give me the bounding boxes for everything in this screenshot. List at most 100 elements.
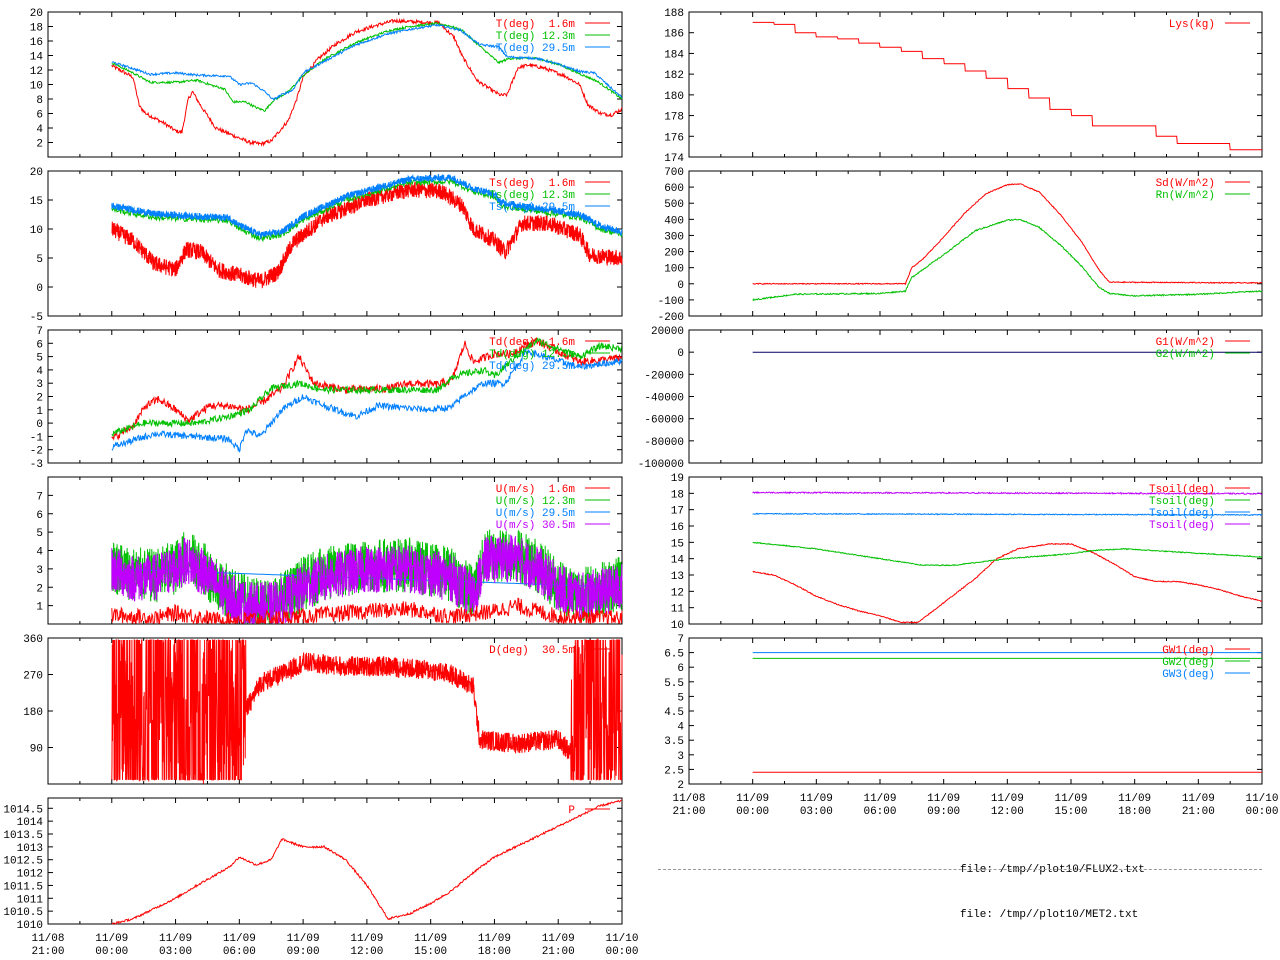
y-tick-label: 1012 [17, 869, 43, 881]
legend-label: G2(W/m^2) [1156, 349, 1215, 361]
y-tick-label: -200 [658, 312, 684, 324]
series-line-2 [111, 173, 623, 241]
y-tick-label: 200 [664, 248, 684, 260]
legend-label: Tsoil(deg) [1149, 508, 1215, 520]
x-tick-label-date: 11/08 [31, 933, 64, 945]
x-tick-label-time: 18:00 [478, 946, 511, 958]
x-tick-label-date: 11/09 [223, 933, 256, 945]
y-tick-label: 2.5 [664, 765, 684, 777]
y-tick-label: 184 [664, 49, 684, 61]
y-tick-label: 176 [664, 132, 684, 144]
legend-label: GW3(deg) [1162, 669, 1215, 681]
y-tick-label: 400 [664, 215, 684, 227]
y-tick-label: 15 [30, 196, 43, 208]
x-tick-label-date: 11/09 [863, 793, 896, 805]
y-tick-label: 3 [677, 751, 684, 763]
x-tick-label-time: 03:00 [159, 946, 192, 958]
y-tick-label: -1 [30, 432, 44, 444]
y-tick-label: 90 [30, 744, 43, 756]
y-tick-label: 1010 [17, 920, 43, 932]
x-tick-label-date: 11/08 [672, 793, 705, 805]
x-tick-label-time: 21:00 [1182, 806, 1215, 818]
y-tick-label: 188 [664, 8, 684, 20]
y-tick-label: 10 [671, 620, 684, 632]
y-tick-label: 12 [30, 66, 43, 78]
y-tick-label: 1012.5 [3, 856, 43, 868]
x-tick-label-date: 11/09 [542, 933, 575, 945]
legend-label: T(deg) 1.6m [496, 19, 576, 31]
panel-groundwater-temperature: 2 2.5 3 3.5 4 4.5 5 5.5 6 6.5 7 GW1(deg)GW2(deg)GW3… [664, 634, 1278, 818]
legend-label: T(deg) 29.5m [496, 43, 576, 55]
x-tick-label-time: 18:00 [1118, 806, 1151, 818]
panel-lysimeter: 174 176 178 180 182 184 186 188 Lys(kg) [664, 8, 1263, 165]
y-tick-label: 1 [36, 406, 43, 418]
y-tick-label: 360 [23, 634, 43, 646]
y-tick-label: 2 [36, 583, 43, 595]
legend-label: Tsoil(deg) [1149, 496, 1215, 508]
x-tick-label-time: 21:00 [672, 806, 705, 818]
panel-soil-temperature: 10111213141516171819Tsoil(deg)Tsoil(deg)… [671, 473, 1263, 632]
source-file-flux: file: /tmp//plot10/FLUX2.txt [960, 864, 1145, 876]
y-tick-label: 14 [671, 555, 685, 567]
series-line-2 [111, 348, 623, 453]
series-line-1 [111, 177, 623, 243]
series-line-0 [752, 21, 1262, 151]
y-tick-label: 100 [664, 264, 684, 276]
panel-radiation: -200 -100 0 100 200 300 400 500 600 700 Sd(W/m^2)R… [658, 167, 1263, 324]
y-tick-label: 182 [664, 70, 684, 82]
y-tick-label: -3 [30, 459, 43, 471]
y-tick-label: 16 [30, 37, 43, 49]
x-tick-label-time: 00:00 [736, 806, 769, 818]
y-tick-label: 18 [671, 489, 684, 501]
y-tick-label: 4 [36, 366, 43, 378]
source-files: file: /tmp//plot10/FLUX2.txt file: /tmp/… [960, 833, 1145, 938]
series-line-0 [752, 183, 1263, 286]
x-tick-label-date: 11/09 [1118, 793, 1151, 805]
x-tick-label-time: 06:00 [223, 946, 256, 958]
y-tick-label: 10 [30, 225, 43, 237]
y-tick-label: 270 [23, 671, 43, 683]
series-line-3 [111, 597, 623, 625]
y-tick-label: 3.5 [664, 736, 684, 748]
x-tick-label-date: 11/09 [159, 933, 192, 945]
y-tick-label: 600 [664, 183, 684, 195]
legend-label: D(deg) 30.5m [489, 645, 575, 657]
y-tick-label: 180 [664, 91, 684, 103]
y-tick-label: 1 [36, 602, 43, 614]
y-tick-label: 1011.5 [3, 881, 43, 893]
x-tick-label-time: 21:00 [31, 946, 64, 958]
y-tick-label: 4 [677, 722, 684, 734]
x-tick-label-date: 11/09 [927, 793, 960, 805]
source-file-met: file: /tmp//plot10/MET2.txt [960, 909, 1139, 921]
series-line-1 [752, 218, 1263, 302]
y-tick-label: -80000 [644, 437, 684, 449]
y-tick-label: 0 [677, 348, 684, 360]
legend-label: Ts(deg) 29.5m [489, 202, 575, 214]
series-line-3 [752, 490, 1263, 496]
legend-label: P [568, 805, 575, 817]
legend-label: U(m/s) 12.3m [496, 496, 576, 508]
y-tick-label: 186 [664, 29, 684, 41]
y-tick-label: -40000 [644, 393, 684, 405]
legend-label: Sd(W/m^2) [1156, 178, 1215, 190]
legend-label: Td(deg) 12.3m [489, 349, 575, 361]
y-tick-label: -100000 [638, 459, 684, 471]
legend-label: Tsoil(deg) [1149, 484, 1215, 496]
legend-label: Td(deg) 29.5m [489, 361, 575, 373]
x-tick-label-date: 11/09 [800, 793, 833, 805]
y-tick-label: 19 [671, 473, 684, 485]
y-tick-label: 4.5 [664, 707, 684, 719]
panel-pressure: 10101010.510111011.510121012.510131013.5… [3, 797, 639, 958]
x-tick-label-date: 11/09 [1054, 793, 1087, 805]
y-tick-label: 5.5 [664, 678, 684, 690]
y-tick-label: 20000 [651, 326, 684, 338]
y-tick-label: 7 [36, 491, 43, 503]
y-tick-label: 0 [36, 419, 43, 431]
y-tick-label: 18 [30, 23, 43, 35]
y-tick-label: 7 [36, 326, 43, 338]
x-tick-label-date: 11/09 [1182, 793, 1215, 805]
legend-label: U(m/s) 29.5m [496, 508, 576, 520]
